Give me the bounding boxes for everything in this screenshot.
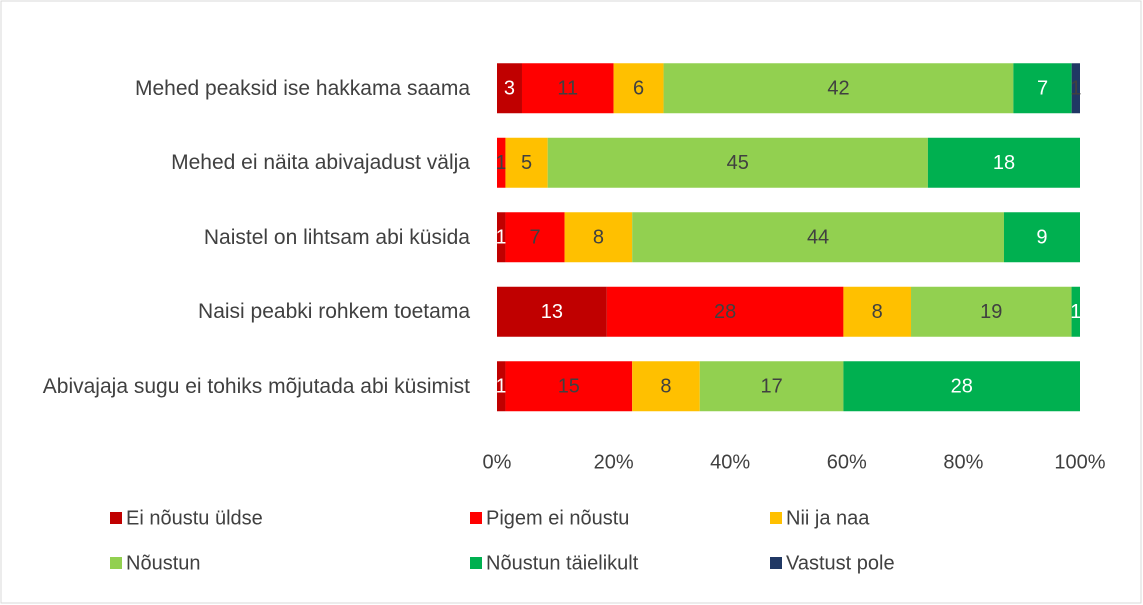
y-tick-label: Abivajaja sugu ei tohiks mõjutada abi kü… bbox=[42, 374, 470, 398]
legend-swatch bbox=[770, 557, 782, 569]
bar-segment bbox=[497, 63, 522, 114]
bar-segment bbox=[505, 361, 633, 412]
bar-segment bbox=[632, 361, 700, 412]
data-label: 7 bbox=[1037, 78, 1048, 100]
data-label: 3 bbox=[504, 78, 515, 100]
legend-swatch bbox=[770, 512, 782, 524]
bar-segment bbox=[632, 212, 1004, 263]
category-label-box: Naistel on lihtsam abi küsida bbox=[10, 207, 470, 267]
data-label: 6 bbox=[633, 78, 644, 100]
x-tick-label: 80% bbox=[943, 451, 983, 473]
x-tick-label: 60% bbox=[827, 451, 867, 473]
data-label: 19 bbox=[980, 301, 1002, 323]
bar-segment bbox=[1003, 212, 1080, 263]
data-label: 8 bbox=[593, 227, 604, 249]
category-label-box: Mehed peaksid ise hakkama saama bbox=[10, 58, 470, 118]
data-label: 7 bbox=[529, 227, 540, 249]
y-tick-label: Naisi peabki rohkem toetama bbox=[198, 300, 470, 324]
x-tick-label: 0% bbox=[483, 451, 512, 473]
data-label: 1 bbox=[1070, 301, 1081, 323]
data-label: 1 bbox=[1070, 78, 1081, 100]
bar-segment bbox=[505, 212, 565, 263]
x-tick-label: 20% bbox=[594, 451, 634, 473]
bar-segment bbox=[843, 361, 1080, 412]
y-tick-label: Mehed ei näita abivajadust välja bbox=[171, 151, 470, 175]
legend-swatch bbox=[470, 512, 482, 524]
legend-label: Nõustun bbox=[126, 552, 201, 574]
bar-segment bbox=[613, 63, 664, 114]
data-label: 17 bbox=[760, 376, 782, 398]
data-label: 28 bbox=[951, 376, 973, 398]
x-tick-label: 100% bbox=[1054, 451, 1105, 473]
bar-segment bbox=[564, 212, 633, 263]
bar-segment bbox=[1071, 63, 1080, 114]
data-label: 9 bbox=[1036, 227, 1047, 249]
legend-swatch bbox=[470, 557, 482, 569]
legend-label: Nõustun täielikult bbox=[486, 552, 639, 574]
bar-segment bbox=[497, 286, 607, 337]
data-label: 1 bbox=[496, 376, 507, 398]
data-label: 28 bbox=[714, 301, 736, 323]
data-label: 44 bbox=[807, 227, 829, 249]
data-label: 15 bbox=[558, 376, 580, 398]
bar-segment bbox=[1013, 63, 1072, 114]
data-label: 11 bbox=[557, 78, 578, 100]
data-label: 5 bbox=[521, 152, 532, 174]
legend-swatch bbox=[110, 557, 122, 569]
y-tick-label: Naistel on lihtsam abi küsida bbox=[203, 225, 470, 249]
data-label: 8 bbox=[872, 301, 883, 323]
category-label-box: Naisi peabki rohkem toetama bbox=[10, 282, 470, 342]
bar-segment bbox=[1071, 286, 1080, 337]
legend-label: Nii ja naa bbox=[786, 507, 870, 529]
x-tick-label: 40% bbox=[710, 451, 750, 473]
bar-segment bbox=[606, 286, 844, 337]
bar-segment bbox=[843, 286, 912, 337]
bar-segment bbox=[497, 212, 506, 263]
category-label-box: Mehed ei näita abivajadust välja bbox=[10, 133, 470, 193]
bar-segment bbox=[497, 137, 506, 188]
legend-label: Pigem ei nõustu bbox=[486, 507, 629, 529]
bar-segment bbox=[699, 361, 844, 412]
legend-swatch bbox=[110, 512, 122, 524]
category-label-box: Abivajaja sugu ei tohiks mõjutada abi kü… bbox=[10, 356, 470, 416]
data-label: 42 bbox=[827, 78, 849, 100]
data-label: 1 bbox=[496, 227, 507, 249]
data-label: 18 bbox=[993, 152, 1015, 174]
bar-segment bbox=[927, 137, 1080, 188]
bar-segment bbox=[911, 286, 1072, 337]
bar-segment bbox=[547, 137, 928, 188]
data-label: 8 bbox=[660, 376, 671, 398]
data-label: 1 bbox=[496, 152, 507, 174]
bar-segment bbox=[663, 63, 1014, 114]
legend-label: Vastust pole bbox=[786, 552, 895, 574]
data-label: 13 bbox=[541, 301, 563, 323]
bar-segment bbox=[521, 63, 614, 114]
y-tick-label: Mehed peaksid ise hakkama saama bbox=[134, 76, 470, 100]
legend-label: Ei nõustu üldse bbox=[126, 507, 263, 529]
bar-segment bbox=[505, 137, 548, 188]
bar-segment bbox=[497, 361, 506, 412]
data-label: 45 bbox=[727, 152, 749, 174]
